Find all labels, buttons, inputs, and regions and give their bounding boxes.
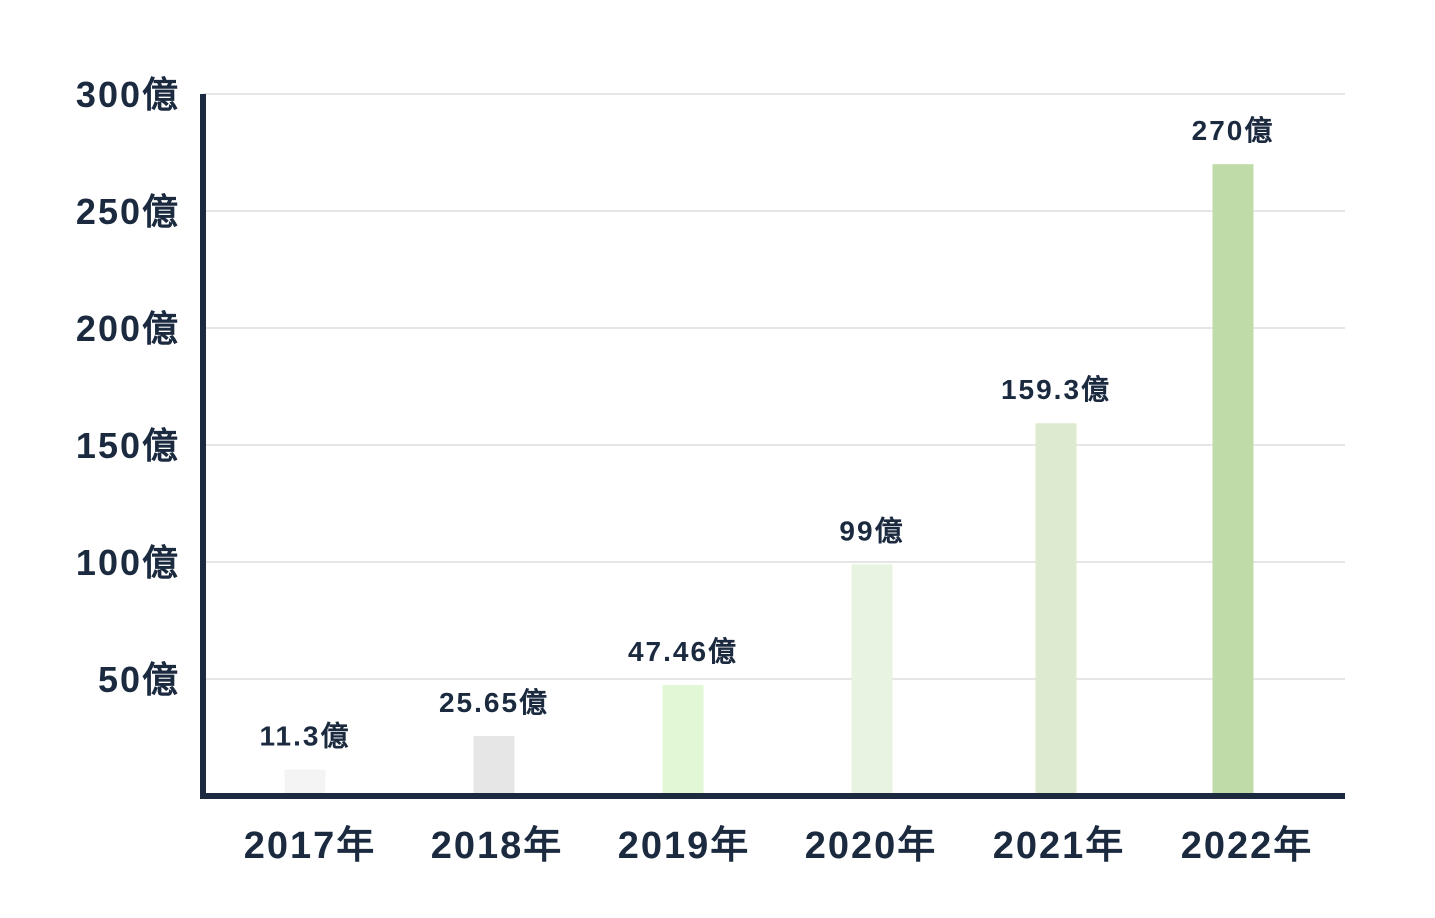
- axes: [200, 94, 1345, 799]
- x-tick-label: 2021年: [993, 825, 1126, 867]
- bar: [1035, 423, 1077, 796]
- data-labels: 11.3億 25.65億 47.46億 99億 159.3億 270億: [260, 115, 1275, 752]
- data-label: 47.46億: [628, 636, 738, 667]
- y-axis-ticks: 50億 100億 150億 200億 250億 300億: [76, 74, 180, 700]
- y-tick-label: 250億: [76, 191, 180, 232]
- data-label: 25.65億: [439, 687, 549, 718]
- data-label: 159.3億: [1001, 374, 1111, 405]
- y-tick-label: 300億: [76, 74, 180, 115]
- x-tick-label: 2018年: [431, 825, 564, 867]
- x-tick-label: 2020年: [805, 825, 938, 867]
- y-tick-label: 200億: [76, 308, 180, 349]
- x-tick-label: 2017年: [244, 825, 377, 867]
- bar: [473, 735, 515, 796]
- bars: [284, 164, 1254, 796]
- y-tick-label: 100億: [76, 542, 180, 583]
- y-tick-label: 50億: [98, 659, 180, 700]
- bar: [662, 684, 704, 796]
- data-label: 99億: [839, 515, 904, 546]
- bar: [851, 564, 893, 796]
- data-label: 270億: [1192, 115, 1275, 146]
- x-tick-label: 2022年: [1181, 825, 1314, 867]
- x-axis-ticks: 2017年 2018年 2019年 2020年 2021年 2022年: [244, 825, 1314, 867]
- gridlines: [203, 93, 1345, 680]
- bar: [284, 769, 326, 796]
- data-label: 11.3億: [260, 721, 351, 752]
- y-tick-label: 150億: [76, 425, 180, 466]
- bar: [1212, 164, 1254, 796]
- x-tick-label: 2019年: [618, 825, 751, 867]
